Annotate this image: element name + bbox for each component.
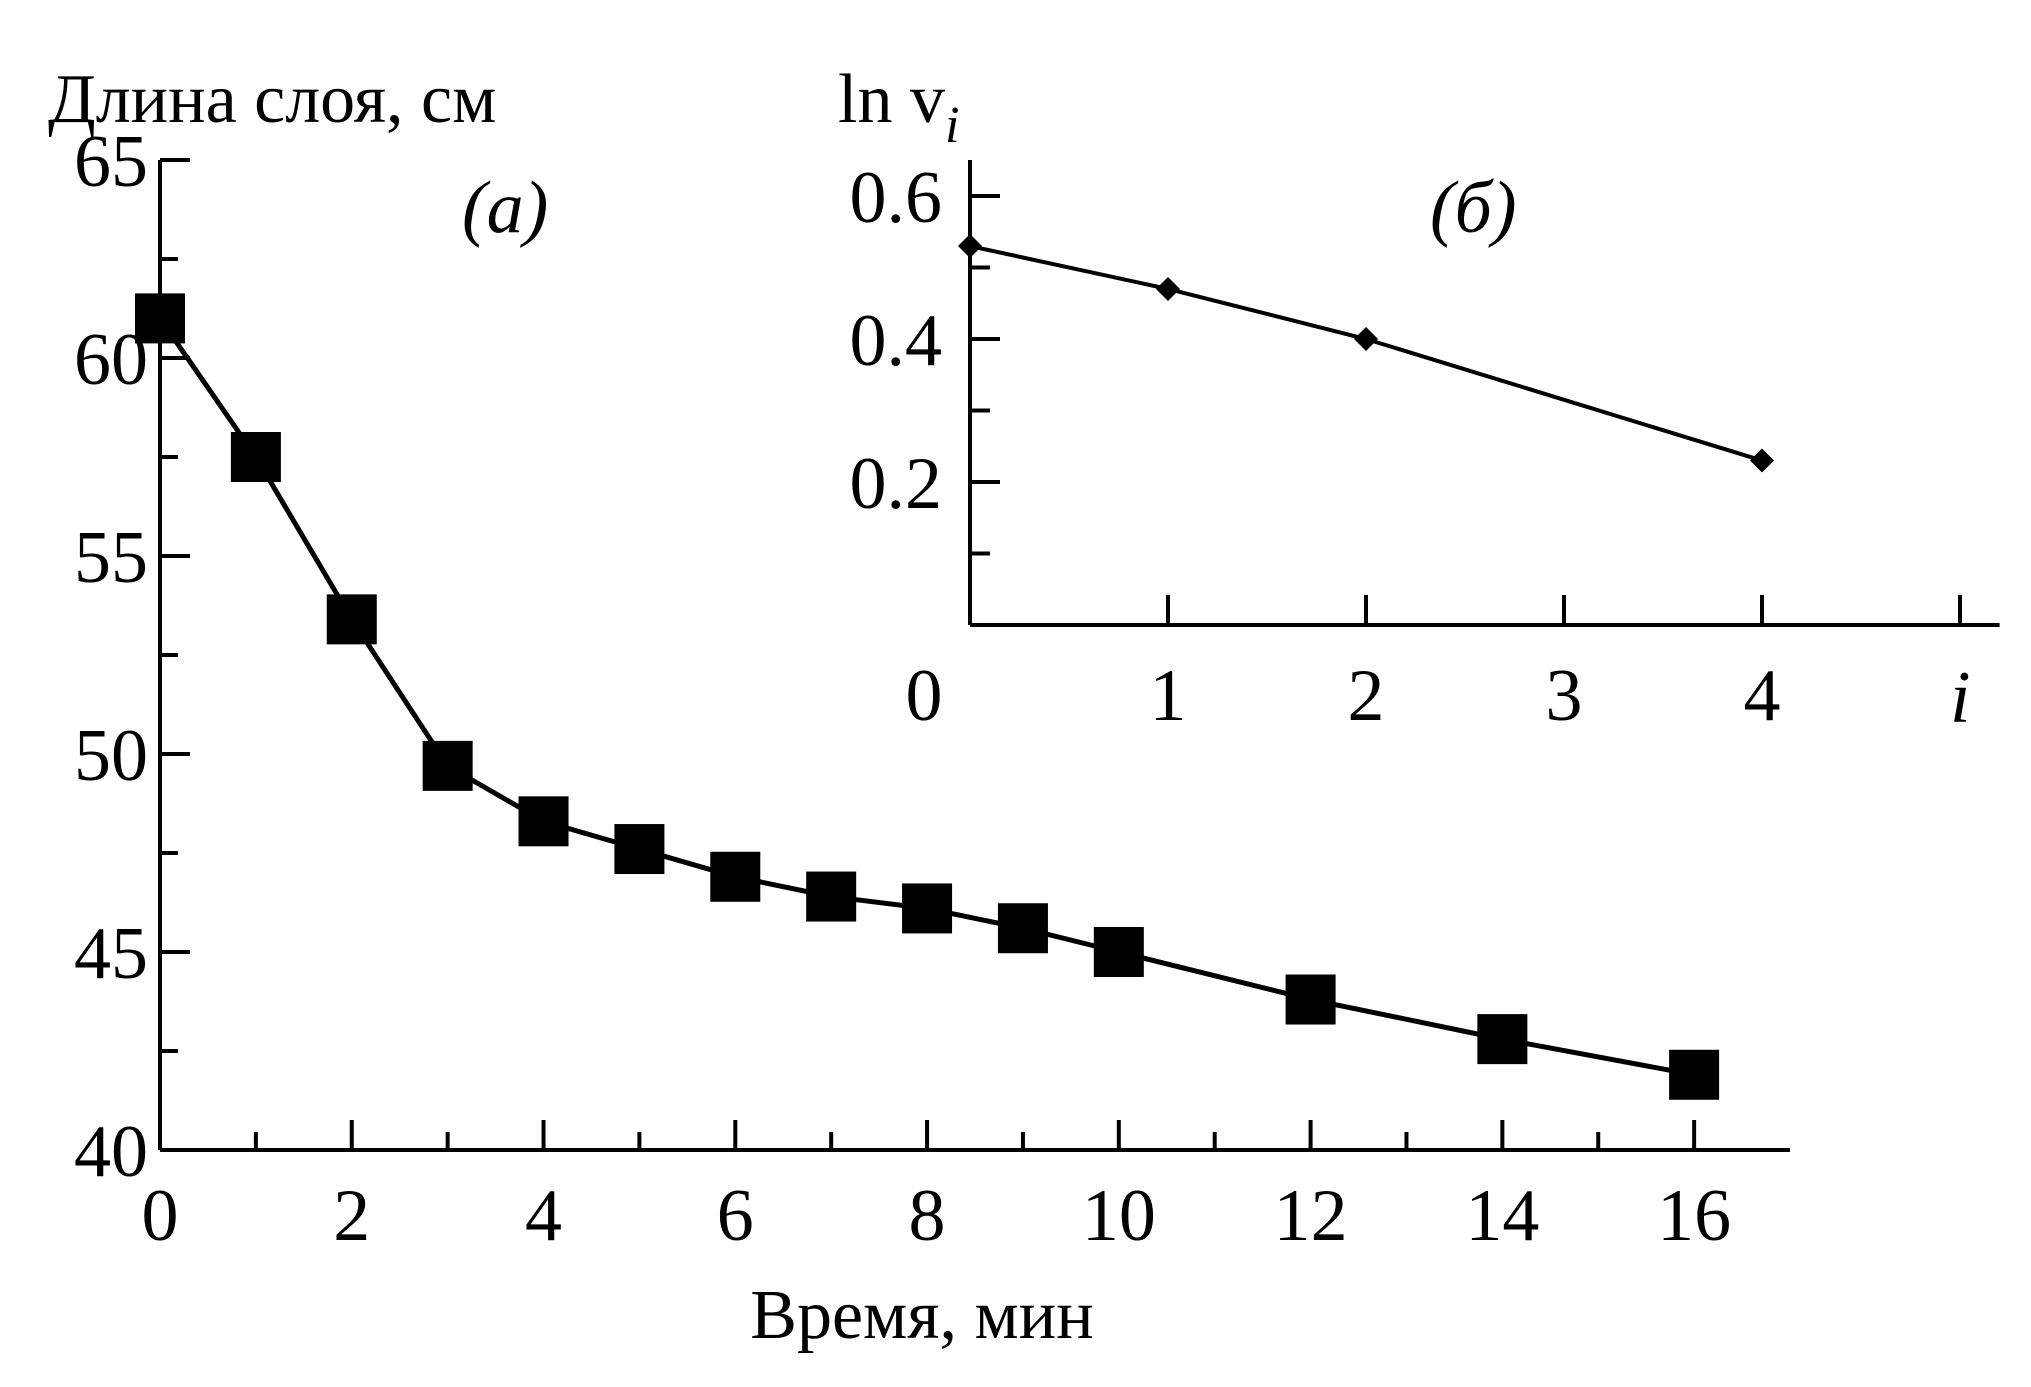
y-tick-label-a: 55 (74, 517, 148, 599)
y-tick-label-b: 0.2 (850, 443, 943, 525)
ticks-b: 0.2 0.4 0.6 0 1 2 3 4 (850, 157, 1962, 737)
data-point-a (1093, 927, 1144, 977)
x-tick-label-b: 3 (1546, 655, 1583, 737)
data-point-a (806, 871, 857, 922)
data-point-b (1156, 276, 1180, 301)
x-axis-title-b: i (1950, 657, 1971, 739)
y-tick-label-a: 45 (74, 913, 148, 995)
x-tick-label-b: 0 (906, 655, 943, 737)
y-axis-title-b: ln vi (838, 61, 959, 154)
x-tick-label-b: 2 (1348, 655, 1385, 737)
x-tick-label-a: 8 (909, 1175, 946, 1257)
x-tick-label-a: 12 (1274, 1175, 1348, 1257)
chart-panel-b: ln vi (б) i 0.20.40.60 1 2 3 4 (838, 61, 2000, 739)
y-axis-title-a: Длина слоя, см (48, 61, 496, 138)
y-tick-label-a: 40 (74, 1111, 148, 1193)
data-point-a (1477, 1014, 1528, 1065)
data-point-a (997, 903, 1048, 954)
data-point-b (1354, 327, 1378, 351)
data-point-a (135, 293, 185, 344)
data-point-a (422, 740, 473, 791)
x-tick-label-a: 16 (1657, 1175, 1731, 1257)
x-tick-label-a: 0 (142, 1175, 179, 1257)
data-point-b (1750, 448, 1774, 473)
y-tick-label-a: 50 (74, 715, 148, 797)
x-tick-label-b: 4 (1744, 655, 1781, 737)
x-tick-label-a: 2 (333, 1175, 370, 1257)
x-tick-label-a: 4 (525, 1175, 562, 1257)
data-point-a (1285, 974, 1336, 1025)
series-a (135, 293, 1720, 1100)
data-point-a (230, 432, 281, 482)
data-point-a (326, 594, 377, 645)
y-tick-label-a: 65 (74, 121, 148, 203)
y-axis-title-b-subscript: i (945, 97, 959, 154)
series-b (958, 234, 1774, 473)
y-tick-label-b: 0.6 (850, 157, 943, 239)
x-tick-label-a: 14 (1465, 1175, 1539, 1257)
y-axis-title-b-main: ln v (838, 61, 945, 138)
panel-label-a: (а) (462, 167, 548, 249)
x-tick-label-a: 6 (717, 1175, 754, 1257)
data-point-b (958, 234, 982, 259)
data-point-a (710, 851, 761, 902)
data-point-a (614, 824, 665, 875)
panel-label-b: (б) (1430, 167, 1517, 249)
y-tick-label-b: 0.4 (850, 300, 943, 382)
series-line-b (969, 244, 1763, 463)
x-tick-label-b: 1 (1150, 655, 1187, 737)
chart-panel-a: Длина слоя, см (а) Время, мин 4045505560… (48, 61, 1790, 1354)
x-axis-title-a: Время, мин (750, 1277, 1093, 1354)
data-point-a (1669, 1049, 1720, 1100)
x-tick-label-a: 10 (1082, 1175, 1156, 1257)
data-point-a (518, 796, 569, 847)
data-point-a (902, 883, 953, 934)
